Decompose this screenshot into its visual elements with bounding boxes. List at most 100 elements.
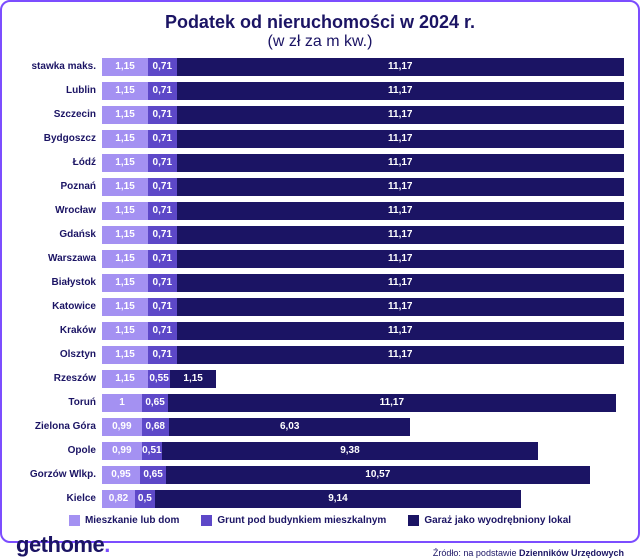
chart-row: Zielona Góra0,990,686,03 — [16, 417, 624, 437]
source-line: Źródło: na podstawie Dzienników Urzędowy… — [433, 548, 624, 558]
bar-value-label: 0,71 — [153, 110, 172, 120]
bar-segment-mieszkanie: 1,15 — [102, 250, 148, 268]
bar-value-label: 9,14 — [328, 494, 347, 504]
bar-value-label: 1,15 — [115, 326, 134, 336]
bar-segment-grunt: 0,71 — [148, 178, 176, 196]
bar-segment-grunt: 0,71 — [148, 322, 176, 340]
row-bars: 1,150,7111,17 — [102, 298, 624, 316]
bar-value-label: 0,71 — [153, 158, 172, 168]
bar-value-label: 11,17 — [388, 182, 412, 192]
bar-segment-grunt: 0,71 — [148, 298, 176, 316]
row-bars: 1,150,7111,17 — [102, 82, 624, 100]
bar-segment-garaz: 1,15 — [170, 370, 216, 388]
row-bars: 1,15 0,71 11,17 — [102, 178, 624, 196]
footer: gethome. Źródło: na podstawie Dzienników… — [16, 532, 624, 558]
row-label: Zielona Góra — [16, 422, 102, 432]
chart-title: Podatek od nieruchomości w 2024 r. — [16, 12, 624, 33]
row-bars: 1,150,7111,17 — [102, 58, 624, 76]
legend-label: Mieszkanie lub dom — [85, 515, 179, 526]
bar-value-label: 0,65 — [145, 398, 164, 408]
bar-segment-mieszkanie: 0,99 — [102, 418, 142, 436]
bar-segment-grunt: 0,65 — [140, 466, 166, 484]
bar-value-label: 0,65 — [143, 470, 162, 480]
bar-segment-mieszkanie: 1,15 — [102, 178, 148, 196]
bar-value-label: 0,71 — [153, 182, 172, 192]
bar-segment-garaz: 11,17 — [177, 226, 624, 244]
bar-value-label: 11,17 — [388, 254, 412, 264]
bar-segment-garaz: 6,03 — [169, 418, 411, 436]
bar-segment-grunt: 0,71 — [148, 346, 176, 364]
legend-label: Grunt pod budynkiem mieszkalnym — [217, 515, 386, 526]
chart-subtitle: (w zł za m kw.) — [16, 33, 624, 51]
legend: Mieszkanie lub dom Grunt pod budynkiem mi… — [16, 515, 624, 526]
bar-value-label: 0,71 — [153, 350, 172, 360]
bar-value-label: 0,71 — [153, 206, 172, 216]
row-bars: 1,150,7111,17 — [102, 130, 624, 148]
bar-value-label: 0,82 — [109, 494, 128, 504]
bar-segment-mieszkanie: 1,15 — [102, 322, 148, 340]
chart-row: Olsztyn1,150,7111,17 — [16, 345, 624, 365]
row-label: Warszawa — [16, 254, 102, 264]
bar-segment-mieszkanie: 1,15 — [102, 202, 148, 220]
brand-dot: . — [104, 532, 110, 557]
bar-segment-grunt: 0,71 — [148, 154, 176, 172]
bar-segment-grunt: 0,55 — [148, 370, 170, 388]
bar-value-label: 0,71 — [153, 278, 172, 288]
legend-label: Garaż jako wyodrębniony lokal — [424, 515, 571, 526]
chart-row: Toruń10,6511,17 — [16, 393, 624, 413]
bar-value-label: 11,17 — [388, 158, 412, 168]
chart-row: stawka maks.1,150,7111,17 — [16, 57, 624, 77]
row-label: Szczecin — [16, 110, 102, 120]
bar-segment-garaz: 11,17 — [177, 130, 624, 148]
bar-segment-garaz: 11,17 — [177, 82, 624, 100]
bar-segment-mieszkanie: 0,95 — [102, 466, 140, 484]
row-bars: 1,150,7111,17 — [102, 154, 624, 172]
bar-segment-grunt: 0,71 — [148, 106, 176, 124]
bar-chart: stawka maks.1,150,7111,17 Lublin1,150,711… — [16, 57, 624, 509]
row-label: Katowice — [16, 302, 102, 312]
bar-segment-garaz: 9,14 — [155, 490, 521, 508]
source-bold: Dzienników Urzędowych — [519, 548, 624, 558]
title-block: Podatek od nieruchomości w 2024 r. (w zł… — [16, 12, 624, 51]
bar-segment-garaz: 11,17 — [177, 274, 624, 292]
bar-value-label: 1,15 — [115, 110, 134, 120]
chart-row: Lublin1,150,7111,17 — [16, 81, 624, 101]
bar-segment-grunt: 0,5 — [135, 490, 155, 508]
row-bars: 1,150,7111,17 — [102, 274, 624, 292]
bar-value-label: 11,17 — [388, 206, 412, 216]
bar-value-label: 1 — [119, 398, 125, 408]
bar-segment-grunt: 0,71 — [148, 226, 176, 244]
bar-value-label: 0,5 — [138, 494, 152, 504]
bar-value-label: 1,15 — [115, 86, 134, 96]
chart-row: Wrocław1,150,7111,17 — [16, 201, 624, 221]
legend-item: Garaż jako wyodrębniony lokal — [408, 515, 571, 526]
bar-value-label: 1,15 — [115, 230, 134, 240]
bar-value-label: 11,17 — [388, 86, 412, 96]
bar-value-label: 1,15 — [115, 206, 134, 216]
bar-segment-mieszkanie: 1,15 — [102, 370, 148, 388]
bar-value-label: 0,99 — [112, 422, 131, 432]
row-bars: 0,990,519,38 — [102, 442, 624, 460]
row-bars: 0,82 0,5 9,14 — [102, 490, 624, 508]
bar-value-label: 11,17 — [388, 302, 412, 312]
bar-segment-garaz: 11,17 — [177, 58, 624, 76]
bar-segment-grunt: 0,51 — [142, 442, 162, 460]
bar-segment-garaz: 11,17 — [177, 106, 624, 124]
chart-row: Szczecin 1,15 0,71 11,17 — [16, 105, 624, 125]
bar-segment-garaz: 11,17 — [177, 154, 624, 172]
legend-item: Mieszkanie lub dom — [69, 515, 179, 526]
bar-segment-garaz: 11,17 — [177, 202, 624, 220]
chart-row: Katowice1,150,7111,17 — [16, 297, 624, 317]
bar-segment-mieszkanie: 1,15 — [102, 82, 148, 100]
bar-value-label: 11,17 — [388, 110, 412, 120]
bar-value-label: 1,15 — [183, 374, 202, 384]
row-bars: 0,950,6510,57 — [102, 466, 624, 484]
bar-value-label: 0,71 — [153, 326, 172, 336]
bar-value-label: 0,71 — [153, 302, 172, 312]
bar-segment-garaz: 9,38 — [162, 442, 538, 460]
chart-row: Kraków1,150,7111,17 — [16, 321, 624, 341]
bar-segment-mieszkanie: 1,15 — [102, 346, 148, 364]
brand-text: gethome — [16, 532, 104, 557]
row-bars: 1,15 0,71 11,17 — [102, 106, 624, 124]
legend-item: Grunt pod budynkiem mieszkalnym — [201, 515, 386, 526]
